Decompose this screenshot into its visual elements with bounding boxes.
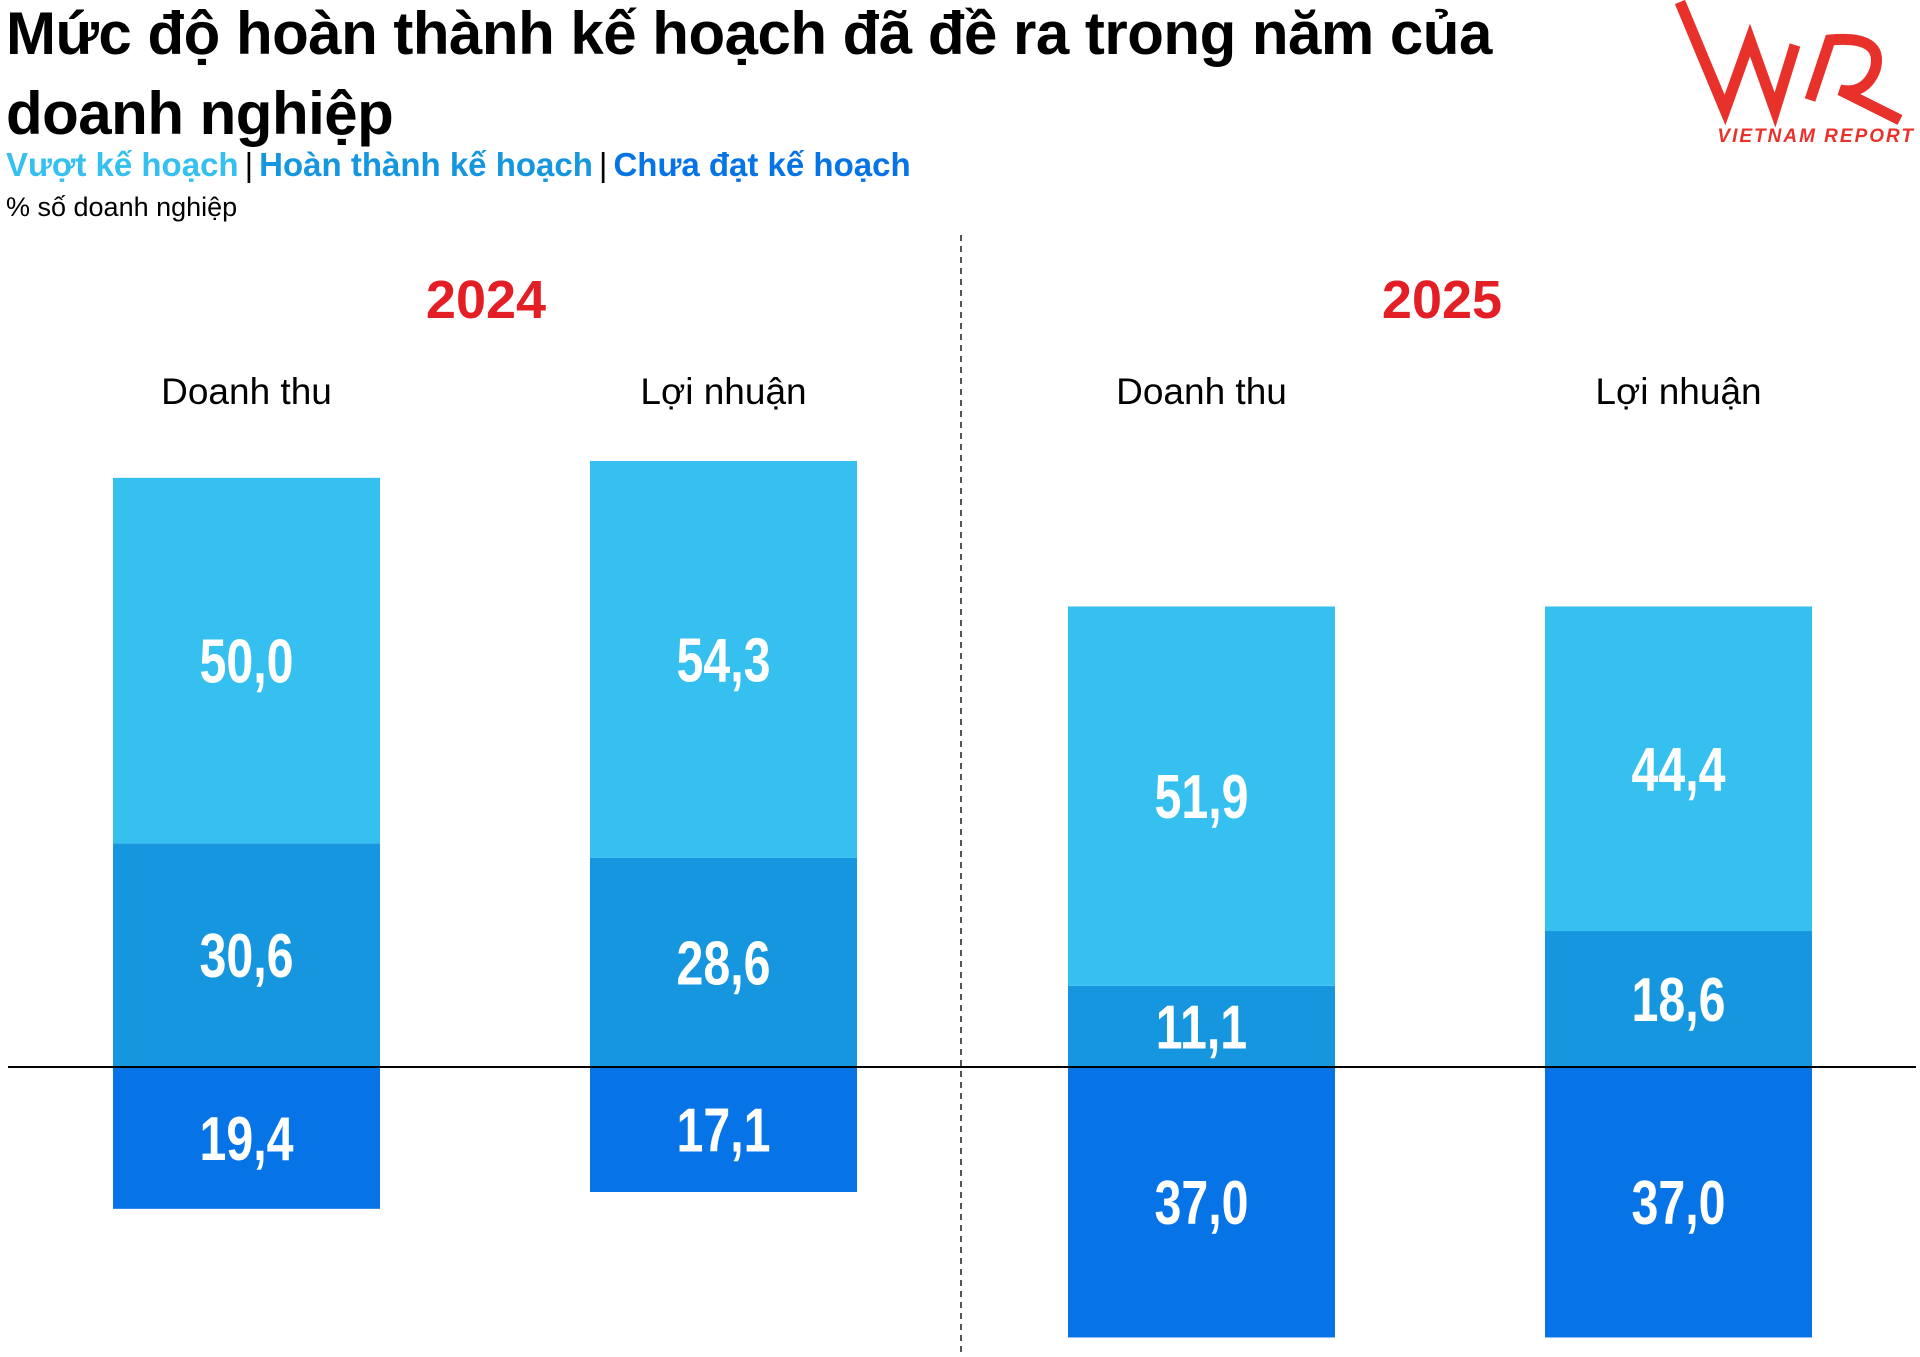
category-label: Lợi nhuận (640, 371, 806, 412)
legend-separator: | (244, 146, 254, 183)
data-label: 37,0 (1631, 1168, 1725, 1237)
legend-item-hoan-thanh: Hoàn thành kế hoạch (259, 146, 593, 183)
category-label: Doanh thu (161, 371, 332, 412)
legend-item-vuot: Vượt kế hoạch (6, 146, 239, 183)
legend-separator: | (598, 146, 608, 183)
data-label: 18,6 (1631, 965, 1725, 1034)
data-label: 54,3 (676, 626, 770, 695)
bar-segment (1068, 606, 1335, 986)
year-label: 2025 (1382, 270, 1502, 330)
legend-item-chua-dat: Chưa đạt kế hoạch (613, 146, 911, 183)
data-label: 19,4 (199, 1104, 293, 1173)
data-label: 11,1 (1156, 993, 1247, 1062)
bar-segment (1545, 606, 1812, 932)
legend: Vượt kế hoạch | Hoàn thành kế hoạch | Chưa đ… (6, 146, 911, 184)
bar-segment (113, 477, 380, 844)
bar-segment (1545, 1067, 1812, 1338)
chart-title: Mức độ hoàn thành kế hoạch đã đề ra tron… (6, 0, 1492, 147)
bar-segment (1545, 931, 1812, 1067)
bar-segment (1068, 1067, 1335, 1338)
svg-text:VIETNAM REPORT: VIETNAM REPORT (1717, 126, 1915, 147)
bar-segment (590, 461, 857, 858)
data-label: 30,6 (199, 921, 293, 990)
data-label: 44,4 (1631, 735, 1725, 804)
bar-segment (1068, 985, 1335, 1067)
data-label: 28,6 (676, 929, 770, 998)
unit-label: % số doanh nghiệp (6, 192, 238, 222)
bar-segment (113, 1067, 380, 1209)
data-label: 17,1 (676, 1096, 770, 1165)
data-label: 50,0 (199, 627, 293, 696)
data-label: 51,9 (1154, 762, 1248, 831)
vnr-logo: VIETNAM REPORT (1674, 0, 1915, 147)
category-label: Lợi nhuận (1595, 371, 1761, 412)
category-label: Doanh thu (1116, 371, 1287, 412)
bar-segment (590, 1067, 857, 1193)
bar-segment (113, 843, 380, 1067)
data-label: 37,0 (1154, 1168, 1248, 1237)
year-label: 2024 (426, 270, 546, 330)
bar-segment (590, 857, 857, 1067)
